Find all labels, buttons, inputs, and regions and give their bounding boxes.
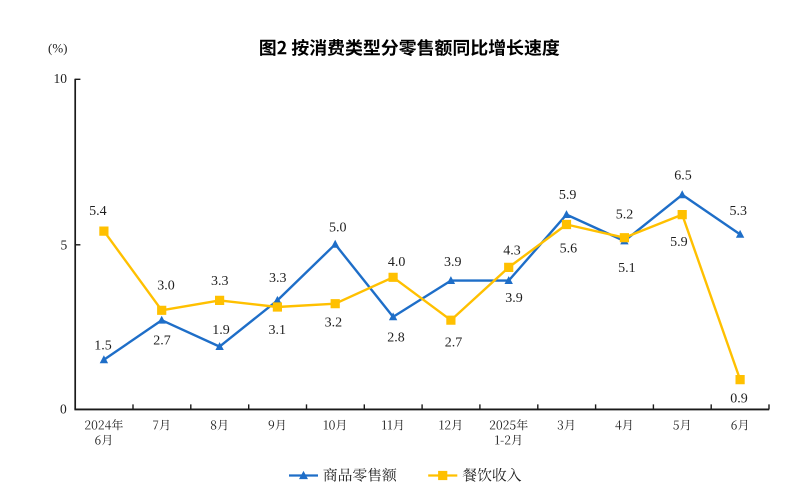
svg-text:3.9: 3.9 [444, 255, 462, 270]
svg-text:3.2: 3.2 [325, 315, 343, 330]
svg-text:1.9: 1.9 [212, 323, 230, 338]
svg-text:2.7: 2.7 [445, 336, 463, 351]
svg-text:5.6: 5.6 [560, 242, 578, 257]
svg-text:4.0: 4.0 [388, 255, 406, 270]
svg-text:4.3: 4.3 [503, 244, 521, 259]
svg-text:3.3: 3.3 [211, 274, 229, 289]
svg-text:0.9: 0.9 [730, 392, 748, 407]
svg-text:10: 10 [54, 71, 68, 86]
svg-text:1.5: 1.5 [94, 338, 112, 353]
svg-text:3.9: 3.9 [505, 291, 523, 306]
svg-text:5.9: 5.9 [559, 188, 577, 203]
svg-text:2.7: 2.7 [153, 333, 171, 348]
svg-text:5.1: 5.1 [618, 261, 636, 276]
svg-text:0: 0 [60, 402, 67, 417]
svg-text:5.3: 5.3 [729, 204, 747, 219]
svg-text:3.0: 3.0 [157, 279, 175, 294]
svg-text:5.0: 5.0 [329, 220, 347, 235]
svg-text:5.2: 5.2 [616, 207, 634, 222]
svg-text:6.5: 6.5 [674, 168, 692, 183]
svg-text:2.8: 2.8 [387, 330, 405, 345]
svg-text:3.1: 3.1 [268, 323, 286, 338]
svg-text:5: 5 [60, 237, 67, 252]
svg-text:(%): (%) [48, 41, 68, 56]
svg-text:5.9: 5.9 [670, 235, 688, 250]
svg-text:5.4: 5.4 [89, 204, 107, 219]
svg-text:3.3: 3.3 [269, 271, 287, 286]
